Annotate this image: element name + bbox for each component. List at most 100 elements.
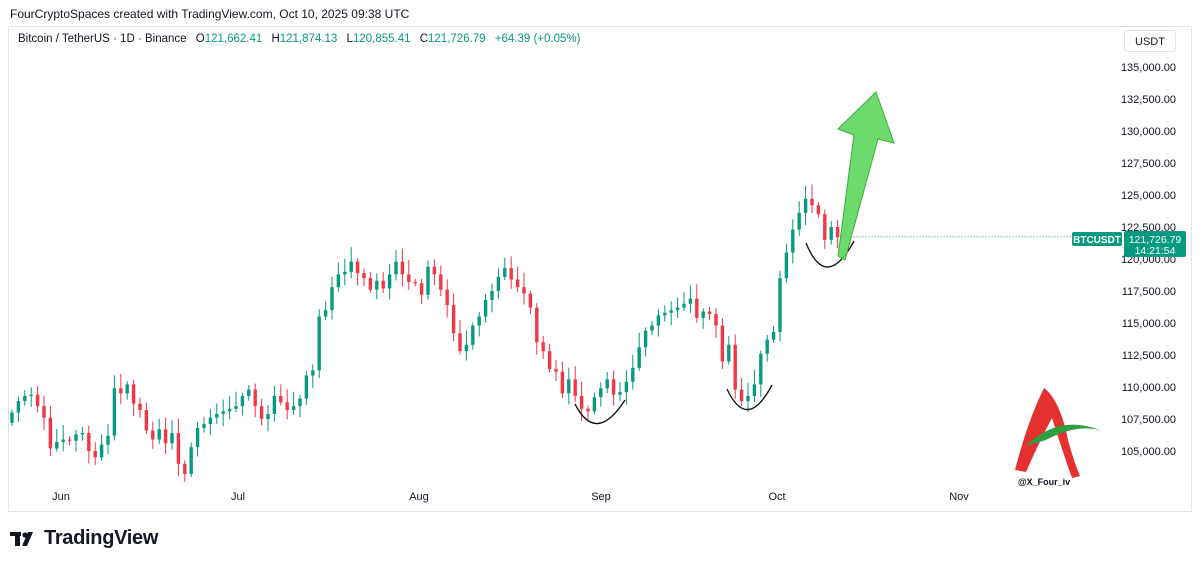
- candle-up: [829, 227, 833, 240]
- candle-up: [234, 406, 238, 409]
- candle-up: [496, 276, 501, 291]
- candle-down: [119, 388, 123, 394]
- candle-down: [93, 451, 97, 458]
- logo-a-shape: [1015, 388, 1080, 478]
- candle-down: [279, 395, 283, 403]
- candle-up: [643, 330, 648, 348]
- watermark-handle: @X_Four_iv: [1018, 477, 1070, 487]
- chart-frame[interactable]: [8, 26, 1192, 512]
- candle-down: [707, 311, 712, 315]
- candle-up: [227, 408, 232, 412]
- open-label: O: [195, 33, 205, 45]
- candle-down: [835, 227, 840, 238]
- author-logo: @X_Four_iv: [1015, 388, 1104, 487]
- time-axis[interactable]: Jun Jul Aug Sep Oct Nov: [52, 491, 969, 503]
- candle-down: [579, 395, 584, 409]
- price-tick-label: 110,000.00: [1122, 382, 1176, 394]
- candle-up: [394, 261, 398, 275]
- candle-down: [515, 279, 520, 288]
- symbol-description[interactable]: Bitcoin / TetherUS · 1D · Binance: [18, 33, 187, 45]
- candle-down: [810, 198, 814, 206]
- candle-up: [464, 344, 469, 352]
- candle-up: [336, 274, 341, 288]
- candle-up: [669, 310, 673, 313]
- candle-up: [567, 379, 571, 394]
- candle-down: [413, 282, 417, 284]
- cup-drawing-oct[interactable]: [805, 240, 855, 268]
- candle-down: [535, 307, 539, 343]
- candle-down: [611, 379, 616, 395]
- candle-down: [573, 379, 577, 396]
- candle-down: [138, 403, 142, 411]
- candle-up: [803, 198, 808, 213]
- candle-up: [727, 344, 731, 362]
- price-tick-label: 132,500.00: [1121, 94, 1176, 106]
- candle-up: [10, 412, 14, 423]
- cup-drawing-sep[interactable]: [574, 399, 626, 425]
- candle-up: [311, 370, 315, 376]
- candle-up: [490, 291, 494, 300]
- candle-down: [823, 214, 827, 240]
- candle-down: [586, 408, 590, 412]
- cup-drawing-late-sep[interactable]: [726, 384, 773, 411]
- candle-up: [317, 316, 321, 371]
- candle-up: [208, 417, 213, 425]
- candle-up: [471, 325, 475, 345]
- candle-down: [183, 463, 187, 475]
- candle-up: [23, 395, 27, 402]
- price-tick-label: 105,000.00: [1121, 446, 1176, 458]
- candles-group: [10, 184, 1122, 482]
- candle-up: [503, 267, 507, 277]
- time-tick-label: Oct: [768, 491, 785, 503]
- candle-down: [451, 305, 456, 334]
- currency-button[interactable]: USDT: [1124, 30, 1176, 52]
- candle-up: [791, 229, 795, 253]
- low-value: 120,855.41: [352, 33, 411, 45]
- candle-up: [240, 395, 245, 407]
- candle-down: [445, 289, 449, 306]
- candle-up: [637, 347, 641, 368]
- candle-up: [215, 413, 219, 418]
- candle-up: [99, 444, 104, 458]
- price-tick-label: 117,500.00: [1122, 286, 1176, 298]
- candle-up: [599, 388, 603, 398]
- up-arrow-drawing[interactable]: [837, 91, 895, 261]
- candle-up: [759, 353, 763, 385]
- close-value: 121,726.79: [428, 33, 486, 45]
- candle-down: [739, 389, 744, 402]
- candle-down: [509, 267, 513, 280]
- close-label: C: [419, 33, 429, 45]
- candle-up: [189, 447, 193, 475]
- candle-up: [330, 287, 334, 311]
- candle-down: [458, 333, 462, 352]
- candle-down: [285, 402, 289, 411]
- candle-down: [432, 266, 437, 275]
- candle-down: [733, 344, 737, 390]
- candle-down: [522, 287, 526, 294]
- price-axis[interactable]: 105,000.00 107,500.00 110,000.00 112,500.00…: [1121, 62, 1176, 458]
- candle-up: [778, 278, 782, 332]
- candle-up: [663, 312, 667, 316]
- candle-up: [106, 435, 110, 445]
- candle-down: [144, 410, 149, 431]
- candle-up: [765, 339, 769, 354]
- high-label: H: [271, 33, 280, 45]
- candle-up: [157, 429, 161, 440]
- candle-down: [407, 274, 411, 283]
- candle-up: [387, 274, 392, 289]
- candle-down: [67, 439, 72, 441]
- time-tick-label: Jul: [231, 491, 245, 503]
- candle-up: [682, 303, 686, 308]
- candle-up: [16, 401, 21, 413]
- low-label: L: [346, 33, 353, 45]
- price-tick-label: 107,500.00: [1121, 414, 1176, 426]
- candle-up: [55, 442, 59, 449]
- time-tick-label: Jun: [52, 491, 70, 503]
- candle-up: [61, 439, 65, 443]
- chart-attribution: FourCryptoSpaces created with TradingVie…: [10, 7, 410, 21]
- candle-up: [221, 411, 225, 414]
- price-tag-bg: [1124, 231, 1186, 257]
- candle-up: [202, 424, 206, 428]
- candle-down: [176, 433, 181, 464]
